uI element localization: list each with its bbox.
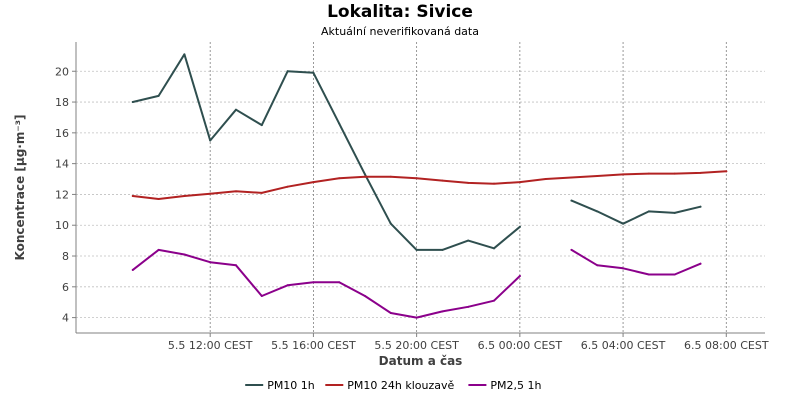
chart-subtitle: Aktuální neverifikovaná data [321, 25, 479, 38]
y-tick-label: 18 [55, 96, 69, 109]
y-tick-label: 10 [55, 219, 69, 232]
x-tick-label: 6.5 08:00 CEST [684, 339, 769, 352]
chart-title: Lokalita: Sivice [327, 2, 473, 22]
x-tick-label: 5.5 20:00 CEST [374, 339, 459, 352]
y-tick-label: 12 [55, 188, 69, 201]
y-tick-label: 14 [55, 158, 69, 171]
series-line-0 [570, 199, 702, 225]
y-tick-label: 6 [62, 281, 69, 294]
series-line-2 [570, 248, 702, 276]
series-line-1 [131, 170, 728, 200]
x-tick-label: 6.5 00:00 CEST [478, 339, 563, 352]
series-line-0 [131, 53, 521, 251]
series-line-2 [131, 248, 521, 319]
legend-label-0: PM10 1h [267, 379, 315, 392]
y-tick-label: 16 [55, 127, 69, 140]
y-tick-label: 20 [55, 65, 69, 78]
legend-label-1: PM10 24h klouzavě [347, 379, 454, 392]
plot-area [76, 42, 765, 333]
y-tick-label: 4 [62, 312, 69, 325]
x-axis-title: Datum a čas [379, 354, 463, 368]
legend-label-2: PM2,5 1h [490, 379, 541, 392]
y-axis-title: Koncentrace [µg·m⁻³] [13, 115, 27, 261]
x-tick-label: 5.5 12:00 CEST [168, 339, 253, 352]
x-tick-label: 6.5 04:00 CEST [581, 339, 666, 352]
x-tick-label: 5.5 16:00 CEST [271, 339, 356, 352]
y-tick-label: 8 [62, 250, 69, 263]
